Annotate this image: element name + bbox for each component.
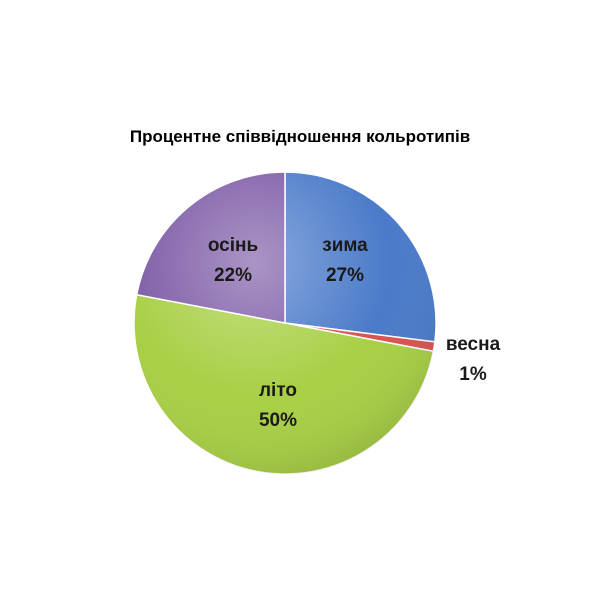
slice-label-value-2: 50% xyxy=(259,410,297,431)
pie-labels: зима 27% весна 1% літо 50% осінь 22% xyxy=(208,235,501,431)
slice-label-name-0: зима xyxy=(322,235,368,256)
slice-label-name-2: літо xyxy=(259,380,297,401)
slice-label-name-3: осінь xyxy=(208,235,258,256)
slice-label-value-1: 1% xyxy=(459,364,487,385)
slice-label-value-3: 22% xyxy=(214,265,252,286)
chart-title: Процентне співвідношення кольротипів xyxy=(130,127,470,146)
pie-slice-0 xyxy=(284,171,437,343)
slice-label-name-1: весна xyxy=(446,334,501,355)
slice-label-value-0: 27% xyxy=(326,265,364,286)
